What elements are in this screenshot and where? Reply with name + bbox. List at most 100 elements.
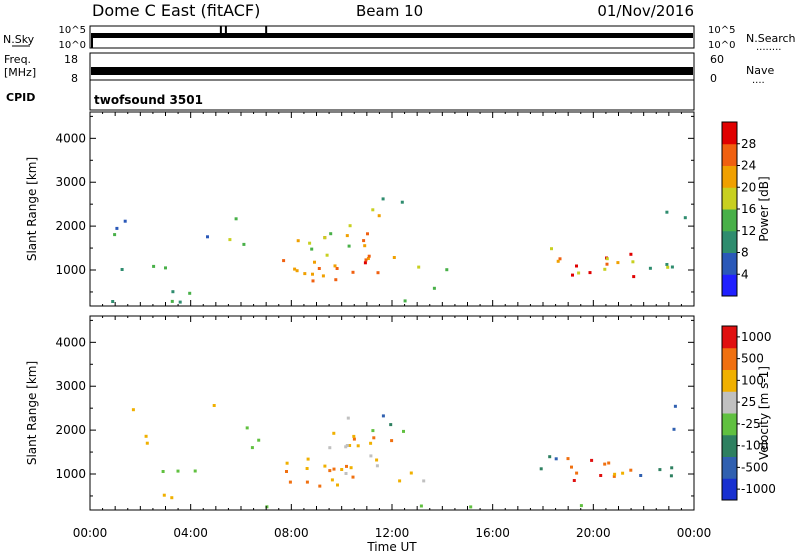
data-cell <box>366 232 369 236</box>
y-tick-label: 1000 <box>55 263 86 277</box>
y-tick-label: 3000 <box>55 379 86 393</box>
y-tick-label: 1000 <box>55 467 86 481</box>
colorbar-swatch <box>722 434 737 457</box>
data-cell <box>665 263 669 266</box>
nave-label: Nave <box>746 64 774 77</box>
data-cell <box>605 257 609 261</box>
x-tick-label: 12:00 <box>375 526 410 540</box>
data-cell <box>629 252 633 256</box>
data-cell <box>336 483 339 487</box>
y-tick-label: 2000 <box>55 219 86 233</box>
data-cell <box>333 264 337 268</box>
data-cell <box>120 268 124 271</box>
data-cell <box>419 504 423 508</box>
data-cell <box>330 478 334 482</box>
data-cell <box>212 404 216 407</box>
velocity-colorbar-label: Velocity [m s-1] <box>757 366 771 460</box>
data-cell <box>305 467 309 470</box>
data-cell <box>115 226 119 230</box>
data-cell <box>402 429 405 433</box>
velocity-scatter-cells <box>131 404 677 509</box>
velocity-panel: 1000 2000 3000 4000 Slant Range [km] 1000 50… <box>25 315 776 511</box>
data-cell <box>613 472 617 476</box>
colorbar-tick-label: -1000 <box>741 482 776 496</box>
data-cell <box>345 444 349 447</box>
colorbar-tick-label: 20 <box>741 180 756 194</box>
data-cell <box>566 457 570 461</box>
y-tick-label: 2000 <box>55 423 86 437</box>
data-cell <box>683 216 687 220</box>
data-cell <box>144 434 148 438</box>
data-cell <box>648 266 652 270</box>
data-cell <box>371 429 375 433</box>
colorbar-swatch <box>722 347 737 370</box>
colorbar-tick-label: -500 <box>741 460 768 474</box>
colorbar-swatch <box>722 369 737 392</box>
data-cell <box>670 466 674 470</box>
data-cell <box>363 261 367 265</box>
data-cell <box>392 256 396 259</box>
data-cell <box>344 472 348 475</box>
power-panel: 1000 2000 3000 4000 Slant Range [km] 4 8 12 16… <box>25 111 771 307</box>
data-cell <box>171 290 175 294</box>
data-cell <box>607 461 611 465</box>
data-cell <box>371 208 375 212</box>
data-cell <box>631 260 635 264</box>
nave-bot-tick: 0 <box>710 72 717 85</box>
power-y-ticks: 1000 2000 3000 4000 <box>55 115 694 293</box>
power-x-ticks <box>89 112 695 306</box>
data-cell <box>242 242 246 246</box>
freq-strip-frame <box>89 52 695 81</box>
colorbar-tick-label: 500 <box>741 352 764 366</box>
data-cell <box>318 484 322 488</box>
date-label: 01/Nov/2016 <box>597 2 694 20</box>
data-cell <box>311 279 315 283</box>
colorbar-swatch <box>722 230 737 253</box>
freq-top-tick: 18 <box>64 53 78 66</box>
colorbar-swatch <box>722 143 737 166</box>
data-cell <box>178 300 182 304</box>
data-cell <box>293 267 297 271</box>
data-cell <box>351 475 355 479</box>
data-cell <box>325 253 329 257</box>
data-cell <box>305 480 309 484</box>
data-cell <box>366 257 370 260</box>
colorbar-tick-label: 100 <box>741 373 764 387</box>
colorbar-swatch <box>722 122 737 145</box>
power-frame <box>89 111 695 307</box>
data-cell <box>570 465 573 469</box>
colorbar-tick-label: -25 <box>741 417 761 431</box>
data-cell <box>352 434 356 438</box>
data-cell <box>162 493 166 497</box>
data-cell <box>376 271 380 275</box>
colorbar-swatch <box>722 165 737 188</box>
data-cell <box>369 441 373 445</box>
x-tick-label: 20:00 <box>576 526 611 540</box>
data-cell <box>550 247 553 251</box>
data-cell <box>329 232 333 236</box>
colorbar-tick-label: 1000 <box>741 330 772 344</box>
data-cell <box>362 239 366 243</box>
data-cell <box>328 446 332 450</box>
data-cell <box>670 265 674 269</box>
data-cell <box>346 416 350 420</box>
data-cell <box>285 470 288 473</box>
strip-traces <box>91 26 693 75</box>
data-cell <box>575 471 579 475</box>
x-tick-label: 08:00 <box>274 526 309 540</box>
data-cell <box>432 286 436 290</box>
time-axis-labels: 00:00 04:00 08:00 12:00 16:00 20:00 00:00 <box>73 526 712 540</box>
data-cell <box>308 241 312 245</box>
data-cell <box>605 262 609 266</box>
cpid-label: CPID <box>6 91 35 104</box>
nave-top-tick: 60 <box>710 53 724 66</box>
data-cell <box>577 271 581 275</box>
colorbar-swatch <box>722 252 737 275</box>
data-cell <box>323 464 327 468</box>
nsearch-top-tick: 10^5 <box>708 25 735 36</box>
data-cell <box>389 423 393 427</box>
beam-label: Beam 10 <box>356 2 423 20</box>
data-cell <box>558 257 562 261</box>
data-cell <box>673 404 677 408</box>
